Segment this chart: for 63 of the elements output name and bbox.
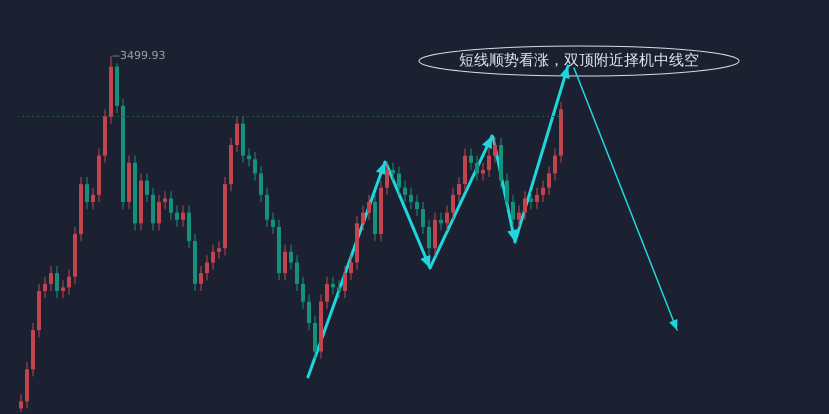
candlestick <box>19 394 23 412</box>
candlestick <box>271 212 275 234</box>
candlestick <box>157 194 161 231</box>
candlestick <box>523 190 527 220</box>
candlestick <box>325 276 329 310</box>
candlestick <box>175 205 179 228</box>
candlestick <box>385 162 389 196</box>
candlestick <box>493 137 497 164</box>
candlestick <box>505 172 509 210</box>
candlestick <box>301 276 305 310</box>
candlestick <box>349 254 353 281</box>
candlestick <box>85 176 89 210</box>
annotation: 3499.93 <box>120 49 166 62</box>
candlestick <box>403 180 407 202</box>
candlestick <box>205 254 209 281</box>
candlestick <box>337 280 341 299</box>
candlestick <box>397 166 401 196</box>
annotation: 短线顺势看涨，双顶附近择机中线空 <box>458 50 700 71</box>
candlestick <box>409 187 413 210</box>
candlestick <box>445 205 449 231</box>
candlestick <box>517 205 521 228</box>
candlestick <box>169 190 173 220</box>
candlestick <box>235 116 239 153</box>
candlestick <box>553 148 557 182</box>
candlestick <box>145 172 149 202</box>
candlestick <box>421 201 425 234</box>
candlestick <box>535 187 539 210</box>
candlestick <box>49 266 53 292</box>
candlestick <box>361 205 365 231</box>
candlestick <box>91 187 95 210</box>
candlestick <box>457 176 461 202</box>
candlestick <box>43 276 47 299</box>
candlestick <box>289 244 293 270</box>
candlestick <box>67 269 71 296</box>
candlestick <box>511 194 515 228</box>
candlestick <box>61 280 65 299</box>
candlestick <box>367 194 371 220</box>
candlestick <box>481 162 485 182</box>
candlestick <box>415 194 419 217</box>
candlestick <box>475 155 479 182</box>
candlestick <box>55 266 59 299</box>
candlestick <box>259 166 263 202</box>
candlestick <box>541 180 545 202</box>
candlestick <box>451 187 455 220</box>
candlestick <box>331 276 335 296</box>
candlestick <box>283 244 287 281</box>
candlestick <box>163 190 167 210</box>
candlestick <box>547 166 551 196</box>
candlestick <box>307 294 311 331</box>
candlestick <box>253 152 257 182</box>
candlestick <box>247 148 251 167</box>
candlestick <box>439 212 443 231</box>
candlestick <box>427 219 431 256</box>
candlestick <box>391 162 395 182</box>
candlestick <box>199 266 203 292</box>
candlestick <box>469 148 473 170</box>
candlestick <box>529 190 533 210</box>
candlestick <box>487 148 491 178</box>
candlestick <box>295 254 299 292</box>
candlestick <box>211 244 215 270</box>
candlestick <box>181 205 185 228</box>
candlestick <box>217 240 221 260</box>
candlestick <box>343 266 347 299</box>
